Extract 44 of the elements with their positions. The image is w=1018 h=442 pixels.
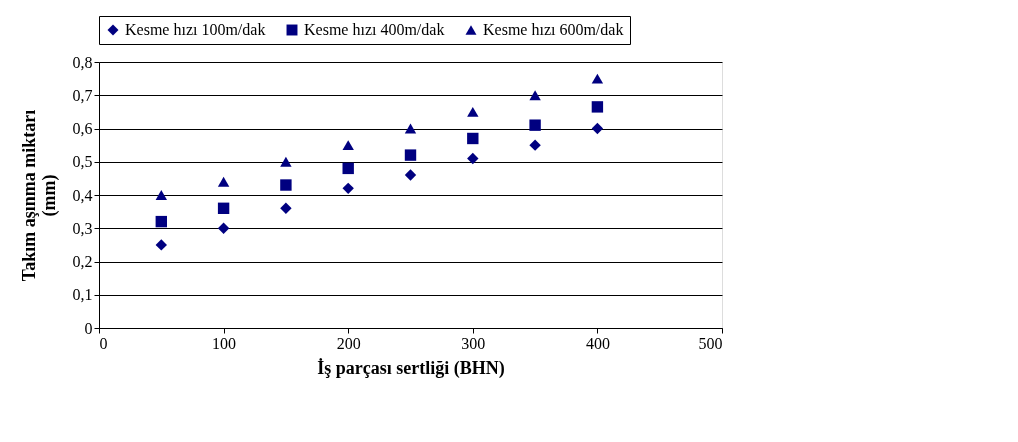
legend-label: Kesme hızı 600m/dak [483,21,624,38]
point [404,123,417,134]
point [404,149,417,161]
y-tick-label: 0 [84,319,93,337]
point [217,176,230,187]
x-tick-label: 400 [585,334,610,352]
x-tick-label: 0 [99,334,108,352]
point [529,119,541,131]
point [591,73,604,84]
y-tick-label: 0,6 [72,120,93,137]
y-tick-label: 0,4 [72,186,93,204]
point [529,139,541,151]
x-tick-label: 100 [212,334,237,352]
point [591,122,604,135]
point [280,156,292,167]
point [467,106,479,117]
point [342,162,354,175]
point [529,90,541,101]
point [217,222,230,234]
y-tick-label: 0,8 [72,53,93,71]
y-tick-label: 0,3 [72,219,93,237]
point [280,202,292,214]
point [342,182,354,195]
legend-label: Kesme hızı 100m/dak [125,21,266,38]
point [155,215,167,228]
point [217,202,230,214]
point [404,169,417,181]
point [467,152,479,165]
point [342,140,354,151]
point [155,239,167,251]
x-tick-label: 500 [698,334,723,352]
point [155,190,167,200]
y-tick-label: 0,1 [72,286,93,304]
legend-label: Kesme hızı 400m/dak [304,21,445,38]
y-tick-label: 0,2 [72,253,93,270]
point [591,101,604,113]
y-tick-label: 0,5 [72,153,93,171]
x-axis-title: İş parçası sertliği (BHN) [317,357,505,379]
y-tick-label: 0,7 [72,86,93,104]
point [280,179,292,191]
x-tick-label: 200 [336,334,361,352]
x-tick-label: 300 [461,334,486,352]
y-axis-title: Takım aşınma miktarı (mm) [18,109,60,282]
point [467,132,479,145]
